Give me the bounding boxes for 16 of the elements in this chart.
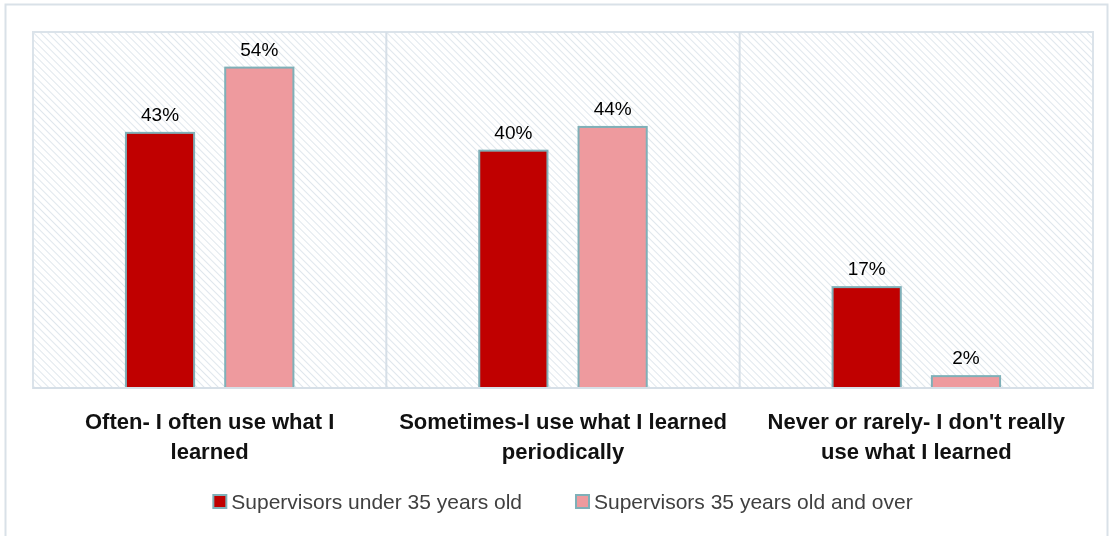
bar — [577, 125, 648, 389]
legend-label: Supervisors under 35 years old — [231, 490, 523, 513]
data-label: 40% — [494, 121, 533, 143]
bar — [478, 149, 549, 389]
bar — [831, 286, 902, 389]
bar — [224, 66, 295, 389]
data-label: 54% — [240, 38, 279, 60]
bar — [124, 131, 196, 389]
data-label: 2% — [952, 347, 980, 369]
legend-label: Supervisors 35 years old and over — [593, 490, 913, 513]
data-label: 43% — [141, 103, 180, 125]
data-label: 44% — [593, 97, 632, 119]
x-tick-label: Sometimes-I use what I learned periodically — [399, 409, 727, 464]
x-tick-label: Often- I often use what I learned — [84, 409, 335, 464]
x-tick-label: Never or rarely- I don't really use what I learned — [767, 409, 1066, 464]
data-label: 17% — [847, 258, 886, 280]
